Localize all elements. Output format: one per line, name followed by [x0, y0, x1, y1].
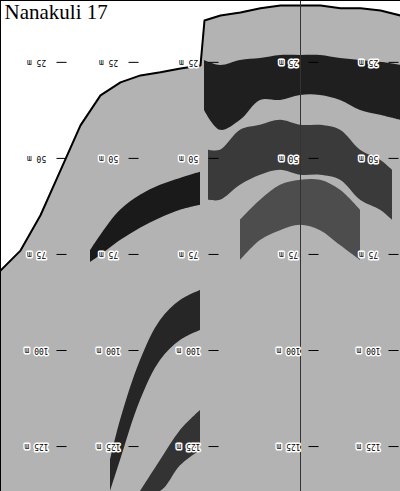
svg-text:100 m: 100 m: [276, 346, 300, 355]
svg-text:50 m: 50 m: [279, 154, 298, 163]
svg-text:25 m: 25 m: [359, 58, 378, 67]
svg-text:125 m: 125 m: [96, 442, 120, 451]
svg-text:100 m: 100 m: [356, 346, 380, 355]
svg-text:75 m: 75 m: [99, 250, 118, 259]
svg-text:50 m: 50 m: [179, 154, 198, 163]
svg-text:25 m: 25 m: [179, 58, 198, 67]
svg-text:100 m: 100 m: [24, 346, 48, 355]
svg-text:75 m: 75 m: [279, 250, 298, 259]
svg-text:Nanakuli 17: Nanakuli 17: [5, 0, 108, 24]
svg-text:100 m: 100 m: [176, 346, 200, 355]
svg-text:75 m: 75 m: [179, 250, 198, 259]
svg-text:25 m: 25 m: [279, 58, 298, 67]
svg-text:125 m: 125 m: [176, 442, 200, 451]
svg-text:50 m: 50 m: [27, 154, 46, 163]
svg-text:25 m: 25 m: [99, 58, 118, 67]
svg-text:125 m: 125 m: [276, 442, 300, 451]
svg-text:50 m: 50 m: [99, 154, 118, 163]
svg-text:125 m: 125 m: [24, 442, 48, 451]
svg-text:25 m: 25 m: [27, 58, 46, 67]
svg-text:75 m: 75 m: [359, 250, 378, 259]
svg-text:100 m: 100 m: [96, 346, 120, 355]
svg-text:75 m: 75 m: [27, 250, 46, 259]
svg-text:50 m: 50 m: [359, 154, 378, 163]
svg-text:125 m: 125 m: [356, 442, 380, 451]
